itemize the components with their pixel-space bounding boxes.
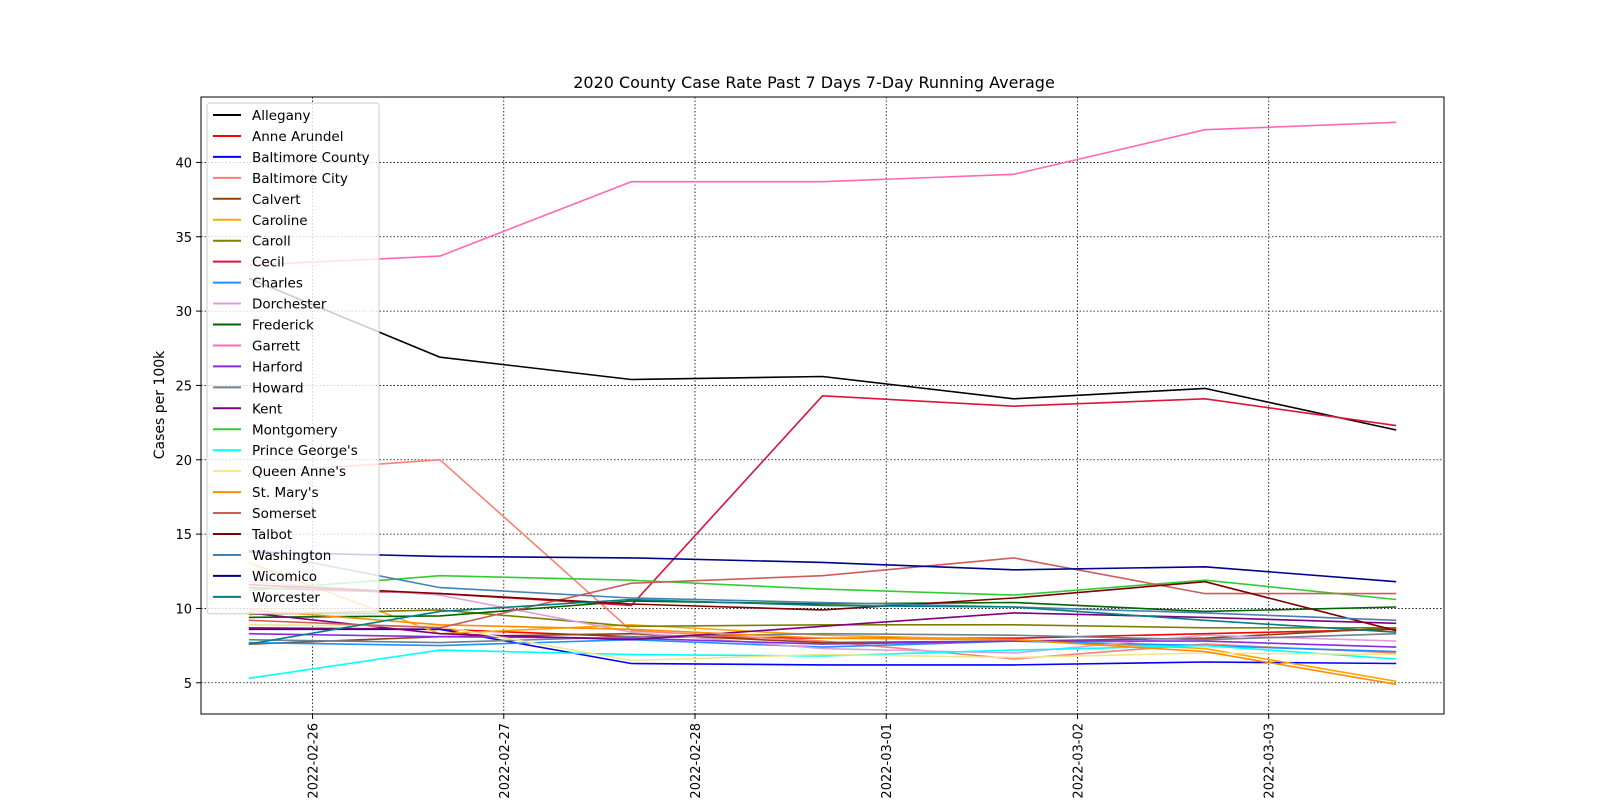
plot-area-frame [200,96,1445,715]
legend-label-st-mary-s: St. Mary's [252,485,319,501]
legend: Allegany Anne Arundel Baltimore County Balt… [206,102,380,615]
legend-label-cecil: Cecil [252,255,285,271]
legend-label-dorchester: Dorchester [252,297,327,313]
legend-label-washington: Washington [252,548,331,564]
legend-label-talbot: Talbot [251,527,292,543]
legend-label-frederick: Frederick [252,318,314,334]
series-line-worcester [248,598,1397,645]
y-axis-label: Cases per 100k [152,350,168,459]
grid [201,97,1444,714]
legend-label-harford: Harford [252,359,303,375]
y-tick-label: 5 [184,677,192,692]
legend-label-calvert: Calvert [252,192,301,208]
legend-label-charles: Charles [252,276,303,292]
series-line-allegany [248,277,1397,431]
legend-label-kent: Kent [252,401,282,417]
legend-label-wicomico: Wicomico [252,569,317,585]
legend-label-queen-anne-s: Queen Anne's [252,464,346,480]
series-lines [248,121,1397,686]
legend-label-baltimore-city: Baltimore City [252,171,348,187]
axis-ticks: 5 10 15 20 25 30 35 40 2022-02-26 2022-02-27 2022-… [175,156,1277,798]
x-tick-label: 2022-02-27 [498,723,513,799]
legend-label-somerset: Somerset [252,506,316,522]
legend-label-garrett: Garrett [252,338,300,354]
x-tick-label: 2022-02-28 [689,723,704,799]
series-line-harford [248,632,1397,648]
legend-box [206,102,380,615]
series-line-somerset [248,557,1397,629]
legend-label-montgomery: Montgomery [252,422,338,438]
legend-label-howard: Howard [252,380,304,396]
series-line-wicomico [248,551,1397,583]
series-line-baltimore-city [248,458,1397,660]
y-tick-label: 35 [175,231,192,246]
series-line-montgomery [248,574,1397,601]
series-line-kent [248,612,1397,641]
y-tick-label: 20 [175,454,192,469]
x-tick-label: 2022-03-01 [880,723,895,799]
series-line-howard [248,632,1397,644]
legend-label-caroline: Caroline [252,213,308,229]
series-line-st-mary-s [248,609,1397,686]
series-line-garrett [248,121,1397,266]
series-line-caroll [248,609,1397,629]
series-line-talbot [248,580,1397,632]
legend-label-prince-george-s: Prince George's [252,443,358,459]
series-line-queen-anne-s [248,624,1397,662]
y-tick-label: 30 [175,305,192,320]
x-tick-label: 2022-03-02 [1071,723,1086,799]
legend-label-caroll: Caroll [252,234,291,250]
legend-label-baltimore-county: Baltimore County [252,150,370,166]
series-line-baltimore-county [248,628,1397,666]
y-tick-label: 40 [175,156,192,171]
legend-label-allegany: Allegany [252,108,310,124]
y-tick-label: 10 [175,602,192,617]
y-tick-label: 15 [175,528,192,543]
x-tick-label: 2022-03-03 [1263,723,1278,799]
series-line-frederick [248,600,1397,619]
y-tick-label: 25 [175,379,192,394]
chart-title: 2020 County Case Rate Past 7 Days 7-Day … [573,73,1055,92]
legend-label-anne-arundel: Anne Arundel [252,129,343,145]
x-tick-label: 2022-02-26 [307,723,322,799]
series-line-washington [248,549,1397,622]
legend-label-worcester: Worcester [252,590,320,606]
series-line-dorchester [248,580,1397,654]
series-line-prince-george-s [248,644,1397,680]
